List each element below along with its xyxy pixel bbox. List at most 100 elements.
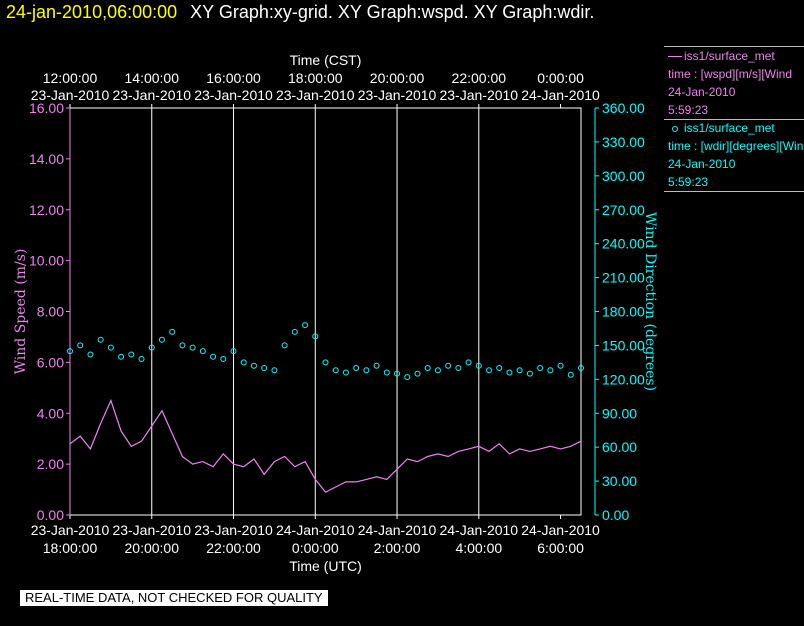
left-tick-label: 8.00	[37, 304, 64, 320]
wdir-data-point	[138, 355, 145, 362]
wdir-data-point	[77, 342, 84, 349]
wdir-data-point	[496, 365, 503, 372]
wdir-data-point	[107, 344, 114, 351]
right-tick-label: 120.00	[602, 371, 645, 387]
right-tick-label: 0.00	[602, 507, 629, 523]
bottom-tick-time: 18:00:00	[43, 540, 98, 556]
plot-frame	[69, 107, 582, 516]
right-tick-label: 30.00	[602, 473, 637, 489]
wdir-data-point	[578, 365, 584, 372]
top-tick-time: 16:00:00	[206, 70, 261, 86]
wdir-data-point	[557, 362, 564, 369]
wdir-data-point	[547, 367, 554, 374]
wdir-data-point	[394, 370, 401, 377]
wdir-data-point	[240, 359, 247, 366]
wdir-data-point	[250, 362, 257, 369]
top-tick-time: 18:00:00	[288, 70, 343, 86]
bottom-tick-date: 24-Jan-2010	[358, 522, 437, 538]
bottom-tick-time: 0:00:00	[292, 540, 339, 556]
top-tick-date: 23-Jan-2010	[31, 87, 110, 103]
left-axis-title: Wind Speed (m/s)	[13, 249, 29, 375]
header-line: 24-jan-2010,06:00:00 XY Graph:xy-grid. X…	[0, 0, 594, 24]
wdir-data-point	[353, 365, 360, 372]
bottom-tick-time: 6:00:00	[537, 540, 584, 556]
left-tick-label: 6.00	[37, 354, 64, 370]
wdir-data-point	[516, 367, 523, 374]
right-tick-label: 210.00	[602, 270, 645, 286]
wdir-data-point	[455, 365, 462, 372]
right-tick-label: 60.00	[602, 439, 637, 455]
wdir-data-point	[302, 322, 309, 329]
wdir-data-point	[128, 351, 135, 358]
bottom-tick-time: 4:00:00	[455, 540, 502, 556]
wdir-data-point	[97, 336, 104, 343]
bottom-tick-date: 23-Jan-2010	[112, 522, 191, 538]
right-tick-label: 240.00	[602, 236, 645, 252]
right-tick-label: 330.00	[602, 134, 645, 150]
wdir-data-point	[169, 328, 176, 335]
right-tick-label: 360.00	[602, 100, 645, 116]
top-tick-date: 23-Jan-2010	[358, 87, 437, 103]
header-timestamp: 24-jan-2010,06:00:00	[6, 2, 178, 22]
wspd-series-line	[69, 398, 582, 493]
legend-wdir-date: 24-Jan-2010	[668, 157, 736, 171]
top-tick-date: 24-Jan-2010	[521, 87, 600, 103]
right-tick-label: 150.00	[602, 337, 645, 353]
wdir-data-point	[475, 362, 482, 369]
header-graph-titles: XY Graph:xy-grid. XY Graph:wspd. XY Grap…	[190, 2, 595, 22]
line-swatch-icon	[668, 56, 682, 58]
circle-marker-icon	[672, 125, 678, 132]
wdir-data-point	[567, 371, 574, 378]
bottom-tick-time: 22:00:00	[206, 540, 261, 556]
wdir-data-point	[486, 367, 493, 374]
wdir-data-point	[414, 370, 421, 377]
wdir-data-point	[291, 328, 298, 335]
left-tick-label: 4.00	[37, 405, 64, 421]
right-tick-label: 300.00	[602, 168, 645, 184]
legend-wdir-source: iss1/surface_met	[684, 121, 775, 135]
top-tick-date: 23-Jan-2010	[112, 87, 191, 103]
bottom-axis-title: Time (UTC)	[289, 558, 362, 574]
wdir-data-point	[148, 344, 155, 351]
wdir-data-point	[322, 359, 329, 366]
legend-wdir-variable: time : [wdir][degrees][Wind	[668, 139, 804, 153]
bottom-tick-date: 23-Jan-2010	[31, 522, 110, 538]
top-tick-date: 23-Jan-2010	[439, 87, 518, 103]
top-tick-date: 23-Jan-2010	[194, 87, 273, 103]
wdir-data-point	[506, 369, 513, 376]
right-axis-title: Wind Direction (degrees)	[642, 212, 658, 391]
top-tick-time: 14:00:00	[125, 70, 180, 86]
wdir-data-point	[199, 348, 206, 355]
legend-wdir: iss1/surface_met time : [wdir][degrees][…	[664, 119, 804, 192]
left-tick-label: 10.00	[29, 253, 64, 269]
top-tick-time: 22:00:00	[452, 70, 507, 86]
wdir-data-point	[210, 353, 217, 360]
wdir-data-point	[404, 374, 411, 381]
qc-warning: REAL-TIME DATA, NOT CHECKED FOR QUALITY	[20, 590, 328, 606]
wdir-data-point	[434, 367, 441, 374]
left-tick-label: 12.00	[29, 202, 64, 218]
wdir-data-point	[383, 369, 390, 376]
wdir-data-point	[424, 365, 431, 372]
wdir-data-point	[363, 367, 370, 374]
wdir-data-point	[87, 351, 94, 358]
wdir-data-point	[189, 344, 196, 351]
top-tick-time: 12:00:00	[43, 70, 98, 86]
wdir-data-point	[373, 362, 380, 369]
wdir-data-point	[281, 342, 288, 349]
wdir-data-point	[118, 353, 125, 360]
wdir-data-point	[332, 367, 339, 374]
right-tick-label: 180.00	[602, 304, 645, 320]
bottom-tick-date: 23-Jan-2010	[194, 522, 273, 538]
wdir-data-point	[445, 362, 452, 369]
wdir-data-point	[230, 348, 237, 355]
wdir-data-point	[312, 333, 319, 340]
legend-wspd: iss1/surface_met time : [wspd][m/s][Wind…	[664, 46, 804, 120]
bottom-tick-date: 24-Jan-2010	[439, 522, 518, 538]
right-tick-label: 90.00	[602, 405, 637, 421]
left-tick-label: 0.00	[37, 507, 64, 523]
right-tick-label: 270.00	[602, 202, 645, 218]
left-tick-label: 16.00	[29, 100, 64, 116]
wdir-data-point	[220, 355, 227, 362]
